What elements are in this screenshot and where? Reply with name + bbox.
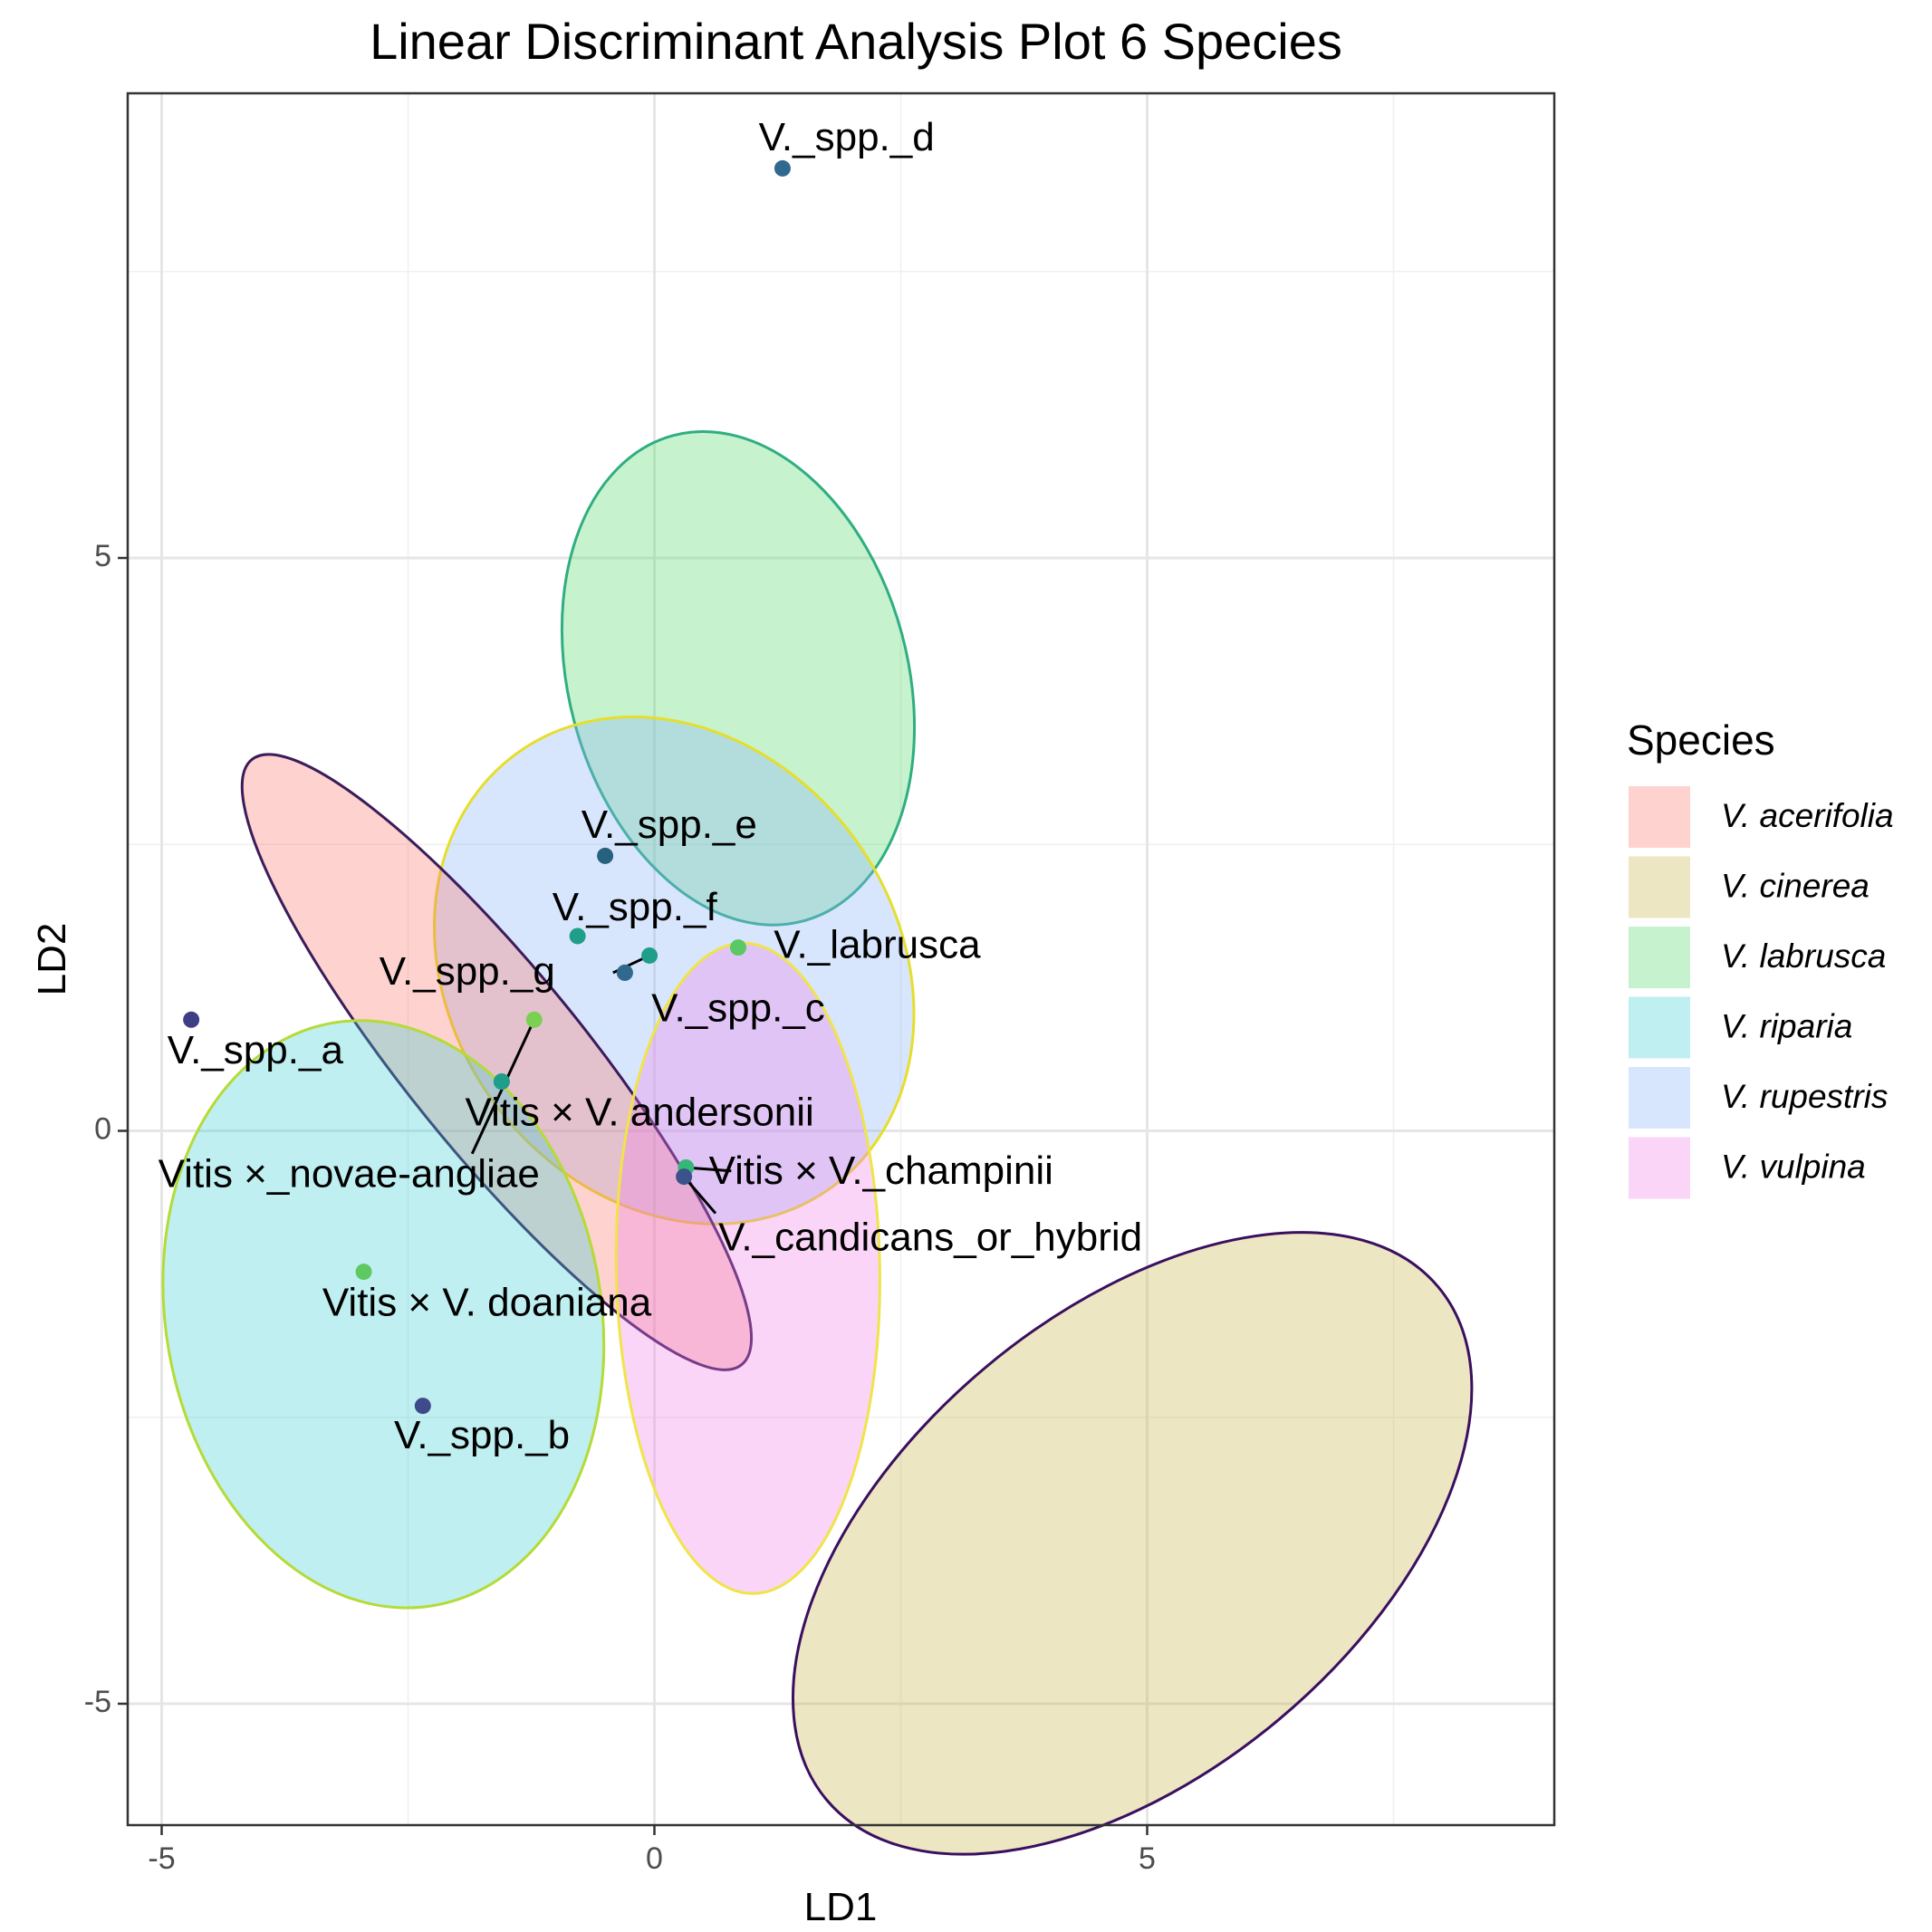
data-point bbox=[676, 1168, 693, 1186]
data-point bbox=[616, 964, 633, 981]
point-label: V._spp._d bbox=[759, 115, 935, 159]
y-axis: -5 0 5 bbox=[84, 539, 128, 1719]
data-point bbox=[774, 159, 791, 177]
x-axis-title: LD1 bbox=[804, 1885, 878, 1929]
point-label: V._spp._g bbox=[380, 949, 555, 994]
data-point bbox=[493, 1073, 510, 1091]
legend-label: V. rupestris bbox=[1721, 1078, 1888, 1115]
x-tick-label: 0 bbox=[646, 1841, 663, 1876]
point-layer bbox=[183, 159, 791, 1415]
data-point bbox=[355, 1264, 372, 1281]
data-point bbox=[729, 939, 746, 956]
point-label: V._spp._c bbox=[651, 985, 825, 1030]
y-axis-title: LD2 bbox=[30, 923, 74, 996]
legend-swatch bbox=[1627, 925, 1692, 990]
legend-swatch-fill bbox=[1629, 1137, 1690, 1199]
legend-label: V. labrusca bbox=[1721, 937, 1886, 975]
plot-border bbox=[126, 91, 1556, 1827]
legend-swatch-fill bbox=[1629, 996, 1690, 1059]
grid-layer bbox=[128, 93, 1554, 1825]
label-layer: V._spp._d V._spp._e V._spp._f V._labrusca V.… bbox=[159, 115, 1143, 1457]
legend-title: Species bbox=[1627, 716, 1775, 764]
legend-swatch bbox=[1627, 854, 1692, 920]
x-tick-label: 5 bbox=[1139, 1841, 1156, 1876]
point-label: Vitis × V._champinii bbox=[709, 1149, 1053, 1193]
point-label: V._labrusca bbox=[774, 923, 981, 967]
y-tick-label: 5 bbox=[94, 539, 111, 573]
legend-label: V. cinerea bbox=[1721, 867, 1870, 904]
legend-label: V. vulpina bbox=[1721, 1148, 1866, 1185]
point-label: Vitis × V. doaniana bbox=[322, 1280, 652, 1324]
point-label: V._spp._f bbox=[553, 885, 718, 929]
legend: Species V. acerifolia V. cinerea V. labrus… bbox=[1627, 716, 1894, 1201]
y-tick-label: 0 bbox=[94, 1111, 111, 1146]
legend-swatch bbox=[1627, 1065, 1692, 1130]
chart-title: Linear Discriminant Analysis Plot 6 Spec… bbox=[370, 13, 1342, 70]
legend-swatch-fill bbox=[1629, 1067, 1690, 1129]
ellipse-v-riparia bbox=[161, 1019, 606, 1610]
point-label: V._spp._a bbox=[168, 1028, 344, 1072]
data-point bbox=[183, 1011, 200, 1028]
point-label: Vitis ×_novae-angliae bbox=[159, 1152, 540, 1197]
legend-swatch-fill bbox=[1629, 786, 1690, 848]
legend-swatch bbox=[1627, 784, 1692, 850]
data-point bbox=[414, 1398, 431, 1415]
ellipse-v-labrusca bbox=[560, 429, 917, 927]
ellipse-v-acerifolia bbox=[240, 753, 754, 1371]
data-point bbox=[597, 847, 614, 864]
y-tick-label: -5 bbox=[84, 1685, 111, 1719]
ellipse-v-rupestris bbox=[433, 716, 916, 1226]
x-axis: -5 0 5 bbox=[148, 1825, 1156, 1876]
legend-label: V. riparia bbox=[1721, 1007, 1852, 1044]
legend-label: V. acerifolia bbox=[1721, 797, 1894, 834]
data-point bbox=[525, 1011, 543, 1028]
legend-swatch bbox=[1627, 995, 1692, 1061]
x-tick-label: -5 bbox=[148, 1841, 175, 1876]
point-label: V._candicans_or_hybrid bbox=[718, 1215, 1142, 1259]
point-label: Vitis × V. andersonii bbox=[466, 1090, 814, 1134]
legend-swatch-fill bbox=[1629, 927, 1690, 988]
ellipse-v-cinerea bbox=[791, 1231, 1474, 1856]
data-point bbox=[641, 947, 658, 964]
legend-swatch bbox=[1627, 1135, 1692, 1201]
data-point bbox=[569, 928, 586, 945]
ellipse-layer bbox=[161, 429, 1474, 1856]
point-label: V._spp._b bbox=[394, 1413, 570, 1457]
point-label: V._spp._e bbox=[582, 803, 757, 847]
legend-swatch-fill bbox=[1629, 856, 1690, 918]
